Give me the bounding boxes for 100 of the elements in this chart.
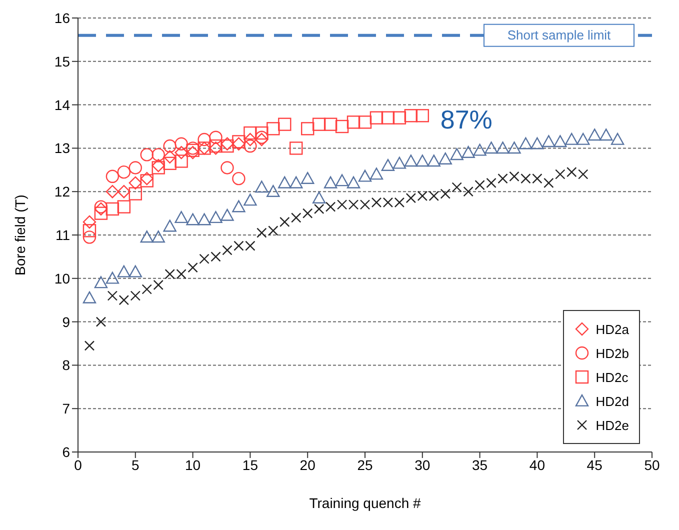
point	[381, 158, 395, 171]
point	[417, 190, 428, 202]
point	[440, 188, 450, 199]
point	[565, 132, 578, 145]
point	[199, 254, 210, 264]
point	[209, 142, 222, 155]
point	[176, 268, 186, 280]
legend-label: HD2c	[596, 370, 628, 384]
point	[163, 220, 176, 232]
point	[473, 144, 486, 156]
point	[381, 111, 395, 124]
point	[209, 139, 222, 153]
point	[610, 132, 624, 145]
point	[106, 202, 120, 216]
point	[416, 109, 429, 122]
point	[174, 211, 188, 224]
x-tick-label: 25	[357, 456, 373, 473]
point	[152, 158, 165, 172]
y-tick-label: 16	[54, 10, 70, 26]
point	[82, 230, 96, 244]
point	[530, 137, 544, 150]
point	[234, 240, 244, 251]
point	[555, 169, 566, 180]
point	[244, 126, 257, 140]
point	[450, 148, 464, 160]
point	[255, 126, 268, 140]
point	[94, 202, 108, 216]
point	[117, 200, 131, 214]
point	[588, 128, 602, 141]
point	[301, 172, 314, 184]
point	[174, 137, 188, 150]
point	[280, 216, 290, 228]
point	[554, 135, 567, 148]
point	[266, 122, 280, 136]
point	[163, 139, 176, 153]
point	[496, 142, 510, 154]
point	[382, 197, 394, 208]
point	[498, 173, 508, 184]
point	[314, 204, 324, 214]
point	[245, 240, 256, 251]
point	[140, 172, 154, 186]
point	[360, 200, 370, 210]
point	[463, 186, 474, 197]
point	[404, 109, 418, 122]
point	[452, 182, 462, 192]
point	[542, 135, 556, 148]
point	[336, 200, 348, 210]
point	[392, 156, 406, 169]
point	[509, 171, 520, 182]
point	[324, 176, 338, 188]
point	[107, 290, 118, 301]
point	[278, 118, 292, 131]
point	[255, 132, 268, 146]
point	[290, 176, 303, 188]
point	[152, 230, 165, 243]
legend-label: HD2e	[596, 418, 629, 432]
point	[209, 211, 222, 224]
point	[94, 276, 108, 288]
y-tick-label: 14	[54, 96, 70, 113]
point	[106, 272, 120, 284]
point	[209, 130, 222, 144]
point	[82, 215, 96, 229]
y-tick-label: 13	[54, 140, 70, 156]
point	[128, 265, 142, 278]
x-tick-label: 30	[414, 456, 430, 473]
point	[301, 122, 314, 136]
point	[130, 290, 140, 301]
point	[438, 152, 452, 164]
point	[244, 139, 257, 153]
y-axis-title: Bore field (T)	[12, 194, 28, 276]
annotation: 87%	[440, 104, 492, 135]
point	[117, 185, 131, 198]
point	[255, 130, 268, 144]
point	[346, 176, 360, 188]
point	[256, 228, 267, 238]
point	[186, 146, 200, 160]
point	[278, 176, 292, 188]
point	[346, 116, 360, 129]
point	[255, 180, 268, 193]
x-tick-label: 50	[644, 456, 660, 473]
point	[118, 295, 130, 306]
point	[117, 265, 131, 278]
point	[416, 154, 429, 167]
x-tick-label: 20	[300, 456, 316, 473]
legend-label: HD2d	[596, 394, 629, 408]
point	[220, 161, 234, 174]
point	[152, 148, 165, 162]
point	[566, 166, 577, 178]
point	[358, 170, 372, 182]
point	[220, 137, 234, 150]
point	[406, 193, 416, 204]
point	[394, 197, 405, 208]
point	[142, 284, 152, 294]
point	[220, 139, 234, 153]
x-tick-label: 45	[586, 456, 603, 473]
point	[222, 245, 232, 256]
point	[82, 291, 96, 304]
point	[140, 230, 154, 243]
point	[174, 146, 188, 160]
point	[290, 142, 303, 155]
